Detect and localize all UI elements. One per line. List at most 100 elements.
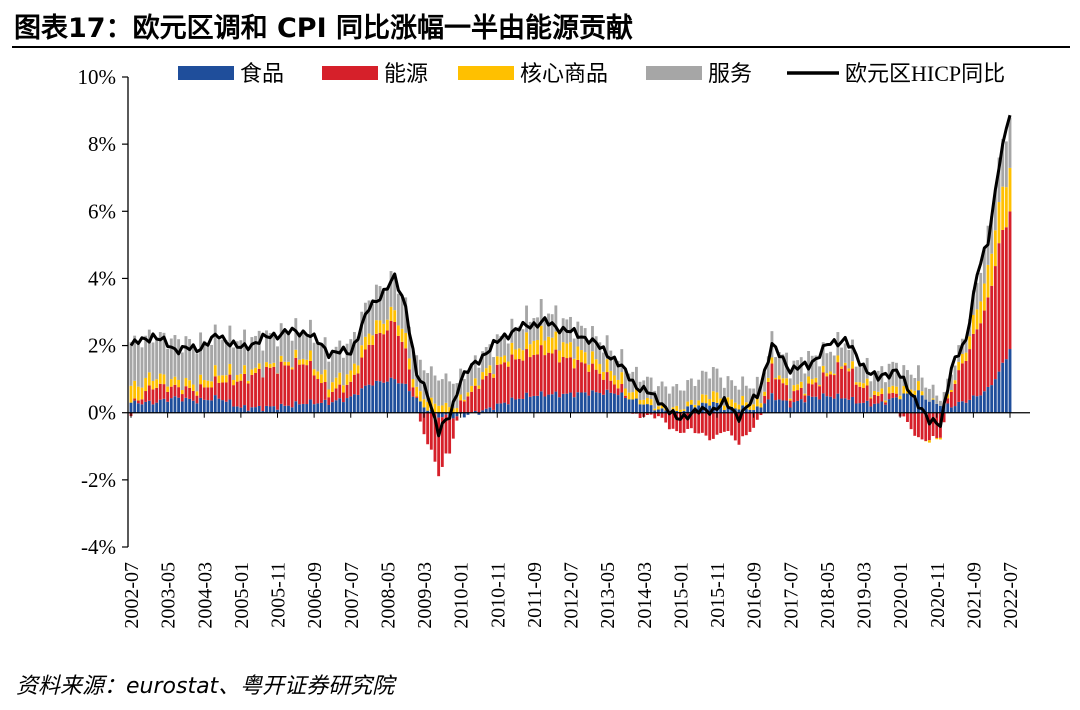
bar-energy — [770, 363, 774, 394]
bar-food — [393, 379, 397, 413]
x-tick-label: 2015-11 — [707, 562, 729, 628]
bar-energy — [184, 386, 188, 398]
bar-services — [733, 385, 737, 403]
bar-food — [851, 396, 854, 413]
bar-core_goods — [796, 384, 800, 391]
bar-services — [301, 332, 305, 359]
x-tick-label: 2020-11 — [927, 562, 949, 628]
bar-food — [565, 393, 569, 413]
bar-food — [602, 394, 605, 413]
bar-energy — [700, 412, 704, 433]
bar-services — [671, 386, 675, 408]
bar-services — [162, 332, 166, 375]
bar-core_goods — [195, 391, 199, 396]
bar-food — [836, 393, 840, 413]
bar-food — [576, 392, 580, 413]
bar-core_goods — [693, 404, 697, 408]
bar-core_goods — [711, 391, 715, 402]
y-tick-label: -4% — [81, 535, 116, 559]
bar-energy — [250, 374, 254, 408]
bar-core_goods — [785, 378, 789, 386]
bar-food — [243, 405, 246, 413]
bar-services — [316, 343, 320, 372]
bar-energy — [232, 385, 235, 407]
bar-energy — [580, 362, 583, 393]
bar-core_goods — [532, 340, 536, 355]
bar-energy — [968, 349, 972, 400]
bar-services — [843, 343, 847, 363]
line-layer — [129, 114, 1012, 438]
bar-services — [953, 365, 957, 381]
bar-core_goods — [239, 373, 243, 381]
bar-energy — [360, 357, 364, 389]
bar-food — [656, 409, 660, 413]
bar-core_goods — [594, 359, 598, 370]
bar-core_goods — [957, 361, 961, 371]
bar-core_goods — [254, 367, 257, 373]
bar-energy — [583, 363, 587, 393]
bar-energy — [796, 390, 800, 401]
bar-energy — [290, 369, 294, 408]
bar-food — [748, 409, 752, 413]
bar-core_goods — [268, 363, 272, 368]
bar-energy — [371, 344, 375, 386]
bar-food — [964, 402, 968, 413]
bar-food — [726, 405, 730, 413]
bar-energy — [788, 400, 792, 408]
bar-food — [378, 381, 382, 413]
bar-core_goods — [481, 372, 485, 380]
bar-energy — [759, 412, 763, 416]
bar-core_goods — [645, 397, 649, 405]
bar-core_goods — [250, 369, 254, 375]
bar-energy — [719, 412, 723, 434]
bar-food — [455, 412, 459, 417]
bar-services — [433, 375, 437, 404]
bar-energy — [407, 369, 411, 392]
bar-energy — [818, 386, 821, 400]
bar-energy — [602, 379, 605, 395]
bar-food — [777, 399, 781, 413]
bar-food — [854, 403, 858, 413]
bar-energy — [210, 387, 214, 401]
bar-energy — [667, 413, 671, 430]
bar-services — [851, 339, 854, 362]
bar-services — [803, 373, 807, 394]
bar-energy — [920, 412, 924, 440]
bar-services — [166, 348, 170, 387]
bar-core_goods — [715, 392, 719, 403]
bar-services — [550, 314, 554, 338]
bar-food — [360, 388, 364, 413]
bar-energy — [821, 372, 825, 394]
bar-energy — [239, 380, 243, 408]
bar-services — [649, 377, 653, 400]
bar-core_goods — [576, 346, 580, 360]
bar-food — [180, 401, 184, 413]
bar-services — [993, 189, 997, 231]
bar-services — [796, 360, 800, 385]
bar-core_goods — [920, 391, 924, 396]
bar-core_goods — [960, 353, 964, 364]
bar-energy — [327, 397, 331, 405]
bar-services — [158, 332, 162, 374]
bar-food — [774, 400, 778, 413]
bar-food — [400, 383, 404, 413]
bar-services — [224, 340, 228, 376]
bar-core_goods — [935, 438, 939, 440]
bar-core_goods — [550, 337, 554, 354]
bar-energy — [466, 396, 470, 413]
bar-energy — [744, 412, 748, 436]
bar-food — [305, 404, 309, 413]
bar-food — [177, 397, 181, 413]
bar-services — [188, 339, 192, 381]
bar-energy — [158, 383, 162, 400]
bar-services — [345, 343, 349, 375]
bar-services — [708, 378, 712, 400]
bar-core_goods — [521, 350, 525, 361]
bar-core_goods — [437, 405, 441, 413]
bar-core_goods — [741, 395, 745, 406]
bar-energy — [235, 381, 239, 407]
bar-food — [363, 385, 367, 413]
bar-energy — [440, 417, 444, 467]
bar-core_goods — [1004, 187, 1008, 228]
bar-services — [624, 369, 627, 389]
